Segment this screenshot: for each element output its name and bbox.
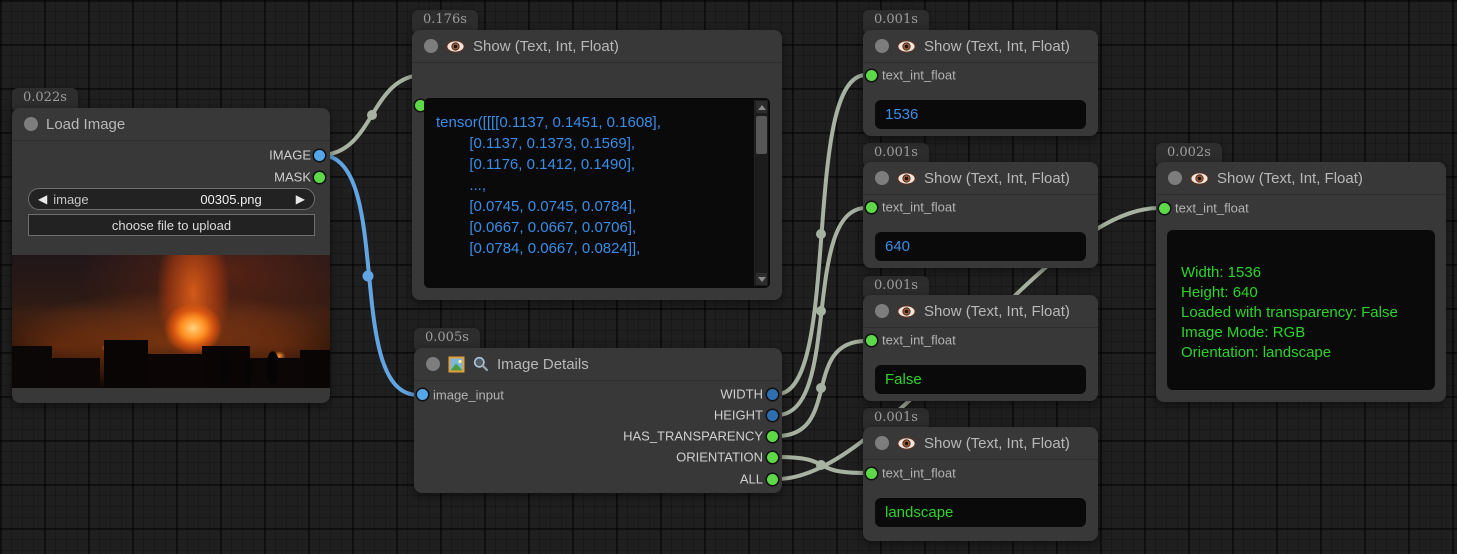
- node-load-image[interactable]: Load Image IMAGE MASK ◀ image 00305.png …: [12, 108, 330, 403]
- output-label-all: ALL: [739, 471, 763, 487]
- output-port-has-transparency[interactable]: [767, 431, 778, 442]
- combo-label: image: [53, 191, 89, 207]
- output-port-mask[interactable]: [314, 172, 325, 183]
- value-display[interactable]: landscape: [875, 498, 1086, 527]
- node-image-details[interactable]: Image Details image_input WIDTH HEIGHT H…: [414, 348, 782, 493]
- choose-file-button[interactable]: choose file to upload: [28, 214, 315, 236]
- wire-width-to-show: [775, 73, 868, 396]
- node-title: Show (Text, Int, Float): [924, 434, 1070, 452]
- wire-midpoint-dot: [367, 110, 377, 120]
- tensor-text-display[interactable]: tensor([[[[0.1137, 0.1451, 0.1608], [0.1…: [424, 98, 770, 288]
- image-file-combo[interactable]: ◀ image 00305.png ▶: [28, 188, 315, 210]
- wire-midpoint-dot: [362, 270, 374, 282]
- eye-icon: [897, 171, 916, 185]
- node-titlebar[interactable]: Show (Text, Int, Float): [1156, 162, 1446, 195]
- value-display[interactable]: False: [875, 365, 1086, 394]
- collapse-dot[interactable]: [24, 117, 38, 131]
- input-port-text-int-float[interactable]: [866, 202, 877, 213]
- node-titlebar[interactable]: Show (Text, Int, Float): [863, 30, 1098, 63]
- node-titlebar[interactable]: Show (Text, Int, Float): [863, 427, 1098, 460]
- value-display[interactable]: 640: [875, 232, 1086, 261]
- node-title: Show (Text, Int, Float): [924, 302, 1070, 320]
- wire-midpoint-dot: [816, 229, 826, 239]
- magnifier-icon: [473, 356, 489, 372]
- input-port-text-int-float[interactable]: [866, 468, 877, 479]
- wire-midpoint-dot: [816, 383, 826, 393]
- output-label-image: IMAGE: [269, 147, 311, 163]
- node-show-tensor[interactable]: Show (Text, Int, Float) text_int_float t…: [412, 30, 782, 300]
- scroll-down-icon[interactable]: [756, 273, 767, 285]
- wire-orientation-to-show: [775, 455, 868, 475]
- node-show-width[interactable]: Show (Text, Int, Float) text_int_float 1…: [863, 30, 1098, 136]
- collapse-dot[interactable]: [875, 304, 889, 318]
- input-label: text_int_float: [882, 465, 956, 481]
- output-port-height[interactable]: [767, 410, 778, 421]
- output-label-height: HEIGHT: [713, 407, 763, 423]
- output-port-image[interactable]: [314, 150, 325, 161]
- wire-midpoint-dot: [816, 460, 826, 470]
- output-label-orientation: ORIENTATION: [676, 449, 763, 465]
- node-titlebar[interactable]: Show (Text, Int, Float): [863, 295, 1098, 328]
- node-titlebar[interactable]: Show (Text, Int, Float): [863, 162, 1098, 195]
- image-preview[interactable]: [12, 255, 330, 388]
- eye-icon: [897, 436, 916, 450]
- output-label-mask: MASK: [274, 169, 311, 185]
- output-port-orientation[interactable]: [767, 452, 778, 463]
- scrollbar[interactable]: [754, 100, 768, 286]
- scroll-up-icon[interactable]: [756, 101, 767, 113]
- eye-icon: [897, 39, 916, 53]
- scroll-thumb[interactable]: [756, 116, 767, 154]
- eye-icon: [446, 39, 465, 53]
- collapse-dot[interactable]: [1168, 171, 1182, 185]
- output-label-has-transparency: HAS_TRANSPARENCY: [623, 428, 763, 444]
- input-port-image-input[interactable]: [417, 389, 428, 400]
- input-label: text_int_float: [882, 332, 956, 348]
- framed-picture-icon: [448, 356, 465, 372]
- input-port-text-int-float[interactable]: [866, 70, 877, 81]
- input-label: text_int_float: [882, 199, 956, 215]
- output-label-width: WIDTH: [720, 386, 763, 402]
- collapse-dot[interactable]: [875, 39, 889, 53]
- combo-next-icon[interactable]: ▶: [295, 192, 305, 206]
- node-show-transparency[interactable]: Show (Text, Int, Float) text_int_float F…: [863, 295, 1098, 401]
- output-port-width[interactable]: [767, 389, 778, 400]
- eye-icon: [897, 304, 916, 318]
- node-show-height[interactable]: Show (Text, Int, Float) text_int_float 6…: [863, 162, 1098, 268]
- wire-midpoint-dot: [816, 306, 826, 316]
- eye-icon: [1190, 171, 1209, 185]
- node-titlebar[interactable]: Load Image: [12, 108, 330, 141]
- node-show-all[interactable]: Show (Text, Int, Float) text_int_float W…: [1156, 162, 1446, 402]
- wire-image-to-show-tensor: [318, 73, 426, 157]
- combo-prev-icon[interactable]: ◀: [38, 192, 48, 206]
- value-display[interactable]: Width: 1536 Height: 640 Loaded with tran…: [1167, 230, 1435, 390]
- input-label: text_int_float: [1175, 200, 1249, 216]
- collapse-dot[interactable]: [426, 357, 440, 371]
- collapse-dot[interactable]: [424, 39, 438, 53]
- input-port-text-int-float[interactable]: [1159, 203, 1170, 214]
- node-titlebar[interactable]: Show (Text, Int, Float): [412, 30, 782, 63]
- node-title: Show (Text, Int, Float): [1217, 169, 1363, 187]
- collapse-dot[interactable]: [875, 171, 889, 185]
- node-title: Load Image: [46, 115, 126, 133]
- input-label: text_int_float: [882, 67, 956, 83]
- node-show-orientation[interactable]: Show (Text, Int, Float) text_int_float l…: [863, 427, 1098, 541]
- node-title: Show (Text, Int, Float): [924, 37, 1070, 55]
- wire-height-to-show: [775, 206, 868, 417]
- wire-transparency-to-show: [775, 339, 868, 438]
- input-label: image_input: [433, 387, 504, 403]
- combo-value: 00305.png: [200, 191, 262, 207]
- output-port-all[interactable]: [767, 474, 778, 485]
- node-titlebar[interactable]: Image Details: [414, 348, 782, 381]
- value-display[interactable]: 1536: [875, 100, 1086, 129]
- node-title: Show (Text, Int, Float): [473, 37, 619, 55]
- collapse-dot[interactable]: [875, 436, 889, 450]
- wire-image-to-image-details: [318, 153, 420, 397]
- node-title: Show (Text, Int, Float): [924, 169, 1070, 187]
- input-port-text-int-float[interactable]: [866, 335, 877, 346]
- node-title: Image Details: [497, 355, 589, 373]
